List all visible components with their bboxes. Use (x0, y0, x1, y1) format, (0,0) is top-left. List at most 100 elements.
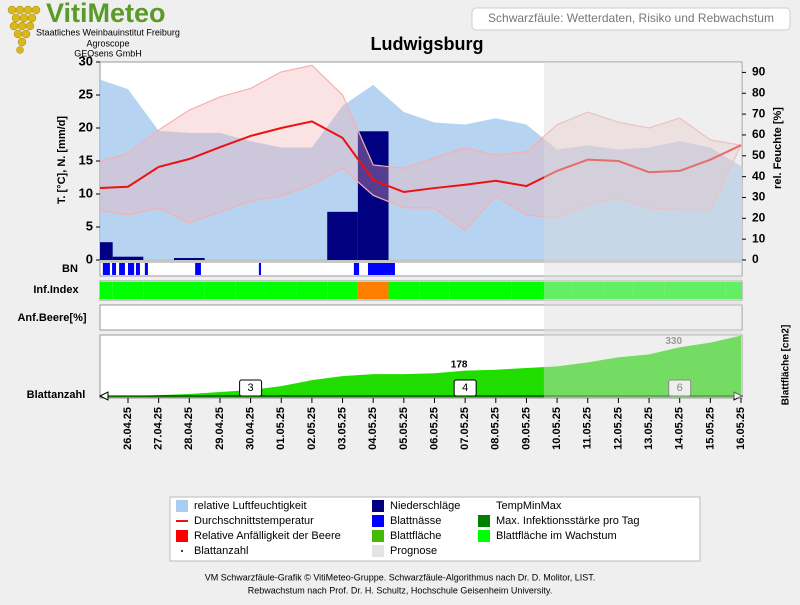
x-tick-label: 07.05.25 (459, 407, 471, 450)
legend-swatch (176, 530, 188, 542)
inf-index-cell (511, 282, 542, 299)
inf-index-cell (480, 282, 512, 299)
humidity-area (100, 79, 741, 260)
legend-label: Durchschnittstemperatur (194, 515, 314, 527)
inf-index-cell (603, 282, 634, 299)
row-label: Anf.Beere[%] (17, 312, 86, 324)
legend-label: Blattanzahl (194, 545, 248, 557)
x-tick-label: 29.04.25 (214, 407, 226, 450)
leaf-count-box (453, 379, 477, 397)
row-label: BN (62, 263, 78, 275)
precip-bar (112, 256, 144, 260)
temp-minmax-line (100, 144, 742, 232)
leaf-area-label: 330 (665, 336, 682, 347)
institute: Agroscope (86, 38, 129, 48)
leaf-wetness (144, 263, 148, 275)
x-tick-label: 15.05.25 (704, 407, 716, 450)
legend-swatch (372, 545, 384, 557)
legend-label: Niederschläge (390, 500, 460, 512)
row-label: Inf.Index (33, 284, 79, 296)
legend-swatch (478, 515, 490, 527)
y2-tick-label: 60 (752, 127, 766, 141)
x-tick-label: 03.05.25 (336, 407, 348, 450)
temp-line (100, 120, 742, 194)
x-tick-label: 13.05.25 (643, 407, 655, 450)
y2-tick-label: 40 (752, 169, 766, 183)
y-tick-label: 30 (79, 53, 93, 68)
leaf-count-label: 6 (677, 382, 683, 394)
y-tick-label: 0 (86, 251, 93, 266)
y2-tick-label: 70 (752, 106, 766, 120)
leaf-count-label: 3 (248, 382, 254, 394)
leaf-wetness (135, 263, 140, 275)
inf-index-cell (173, 282, 205, 299)
legend-label: Blattnässe (390, 515, 441, 527)
legend-swatch (372, 530, 384, 542)
leaf-count-label: 4 (462, 382, 468, 394)
legend-swatch (181, 550, 183, 552)
x-tick-label: 30.04.25 (245, 407, 257, 450)
legend-label: relative Luftfeuchtigkeit (194, 500, 307, 512)
leaf-area-label: 178 (451, 359, 468, 370)
footer: VM Schwarzfäule-Grafik © VitiMeteo-Grupp… (205, 572, 596, 582)
y2-tick-label: 80 (752, 85, 766, 99)
x-tick-label: 11.05.25 (582, 407, 594, 449)
x-tick-label: 05.05.25 (398, 407, 410, 450)
x-tick-label: 28.04.25 (183, 407, 195, 450)
leaf-wetness (353, 263, 360, 275)
leaf-wetness (102, 263, 110, 275)
inf-index-cell (725, 282, 742, 299)
caption-box (471, 7, 791, 31)
inf-index-cell (388, 282, 420, 299)
leaf-area-label: Blattfläche [cm2] (781, 325, 792, 406)
leaf-wetness (112, 263, 117, 275)
inf-index-cell (357, 282, 389, 299)
inf-index-cell (572, 282, 604, 299)
institute: GEOsens GmbH (74, 48, 142, 58)
leaf-count-box (239, 379, 263, 397)
legend-label: Relative Anfälligkeit der Beere (194, 530, 341, 542)
temp-minmax-line (100, 64, 742, 169)
leaf-wetness (128, 263, 135, 275)
temp-band (100, 65, 741, 231)
inf-index-cell (100, 282, 113, 299)
inf-index-cell (265, 282, 297, 299)
inf-index-cell (664, 282, 696, 299)
precip-bar (100, 242, 113, 260)
y-tick-label: 15 (79, 152, 93, 167)
leaf-count-box (668, 379, 692, 397)
x-tick-label: 01.05.25 (275, 407, 287, 450)
y2-axis-label: rel. Feuchte [%] (772, 107, 784, 189)
y2-tick-label: 10 (752, 231, 766, 245)
beere-panel (99, 304, 743, 331)
y-tick-label: 5 (86, 218, 93, 233)
legend-label: Blattfläche im Wachstum (496, 530, 617, 542)
x-tick-label: 04.05.25 (367, 407, 379, 450)
inf-index-cell (419, 282, 450, 299)
x-tick-label: 10.05.25 (551, 407, 563, 450)
row-label: Blattanzahl (27, 389, 86, 401)
institute: Staatliches Weinbauinstitut Freiburg (36, 27, 180, 37)
y-tick-label: 25 (79, 86, 93, 101)
inf-index-cell (541, 282, 573, 299)
inf-index-cell (633, 282, 665, 299)
inf-index-cell (327, 282, 358, 299)
x-tick-label: 12.05.25 (612, 407, 624, 450)
inf-index-cell (695, 282, 726, 299)
forecast-overlay (543, 62, 742, 398)
y2-tick-label: 50 (752, 148, 766, 162)
leaf-wetness (195, 263, 201, 275)
timeline-arrow (98, 391, 744, 401)
y2-tick-label: 0 (752, 252, 759, 266)
leaf-wetness (367, 263, 395, 275)
inf-index-cell (296, 282, 328, 299)
logo: VitiMeteo (46, 0, 166, 28)
legend-swatch (372, 500, 384, 512)
legend-swatch (372, 515, 384, 527)
y-tick-label: 20 (79, 119, 93, 134)
y-tick-label: 10 (79, 185, 93, 200)
x-tick-label: 16.05.25 (735, 407, 747, 450)
precip-bar (173, 258, 205, 260)
